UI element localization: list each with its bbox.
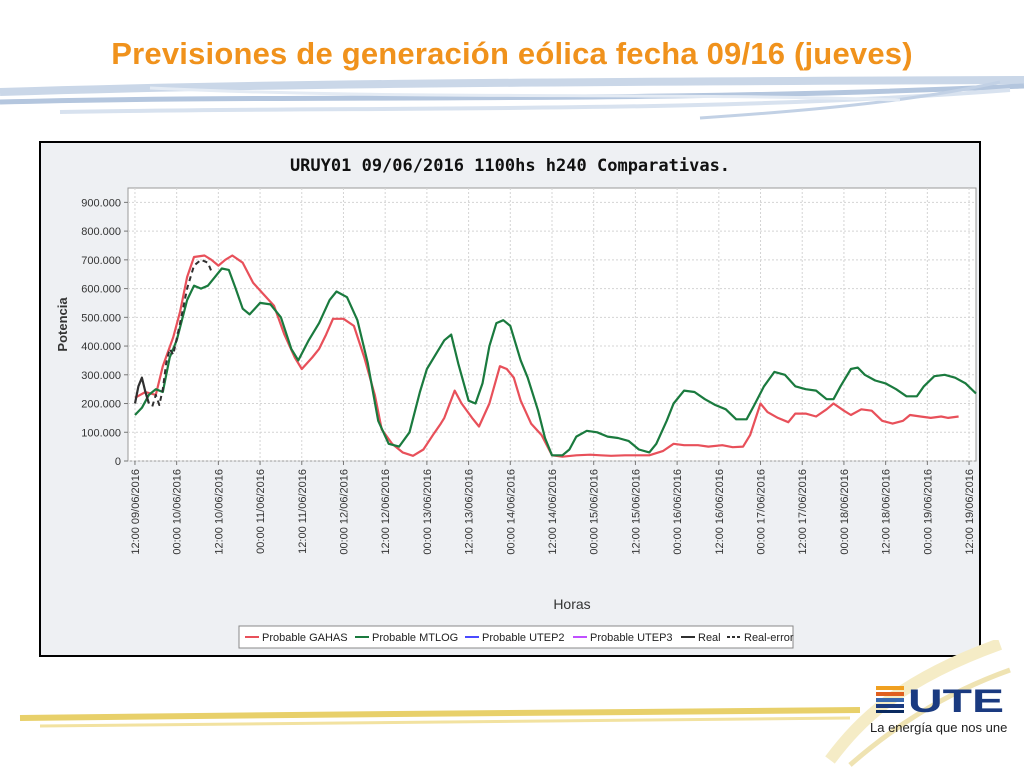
slide-title: Previsiones de generación eólica fecha 0… — [111, 36, 913, 71]
y-axis-title: Potencia — [55, 297, 70, 352]
series-line-probable-gahas — [134, 254, 959, 458]
legend-label-probable-utep3: Probable UTEP3 — [590, 632, 673, 644]
legend-label-real-error: Real-error — [744, 632, 794, 644]
legend-box — [238, 625, 794, 649]
x-axis-title: Horas — [553, 596, 590, 612]
legend-label-probable-mtlog: Probable MTLOG — [372, 632, 458, 644]
y-tick-label: 700.000 — [81, 255, 121, 267]
x-tick-label: 12:00 13/06/2016 — [464, 469, 476, 555]
logo-text: UTE — [908, 684, 1004, 714]
x-tick-label: 00:00 12/06/2016 — [338, 469, 350, 555]
x-tick-label: 00:00 19/06/2016 — [922, 469, 934, 555]
chart-legend: Probable GAHAS Probable MTLOG Probable UTE… — [238, 625, 794, 649]
series-line-real-error — [151, 258, 213, 407]
x-tick-label: 12:00 18/06/2016 — [881, 469, 893, 555]
x-tick-label: 12:00 17/06/2016 — [797, 469, 809, 555]
chart-panel: URUY01 09/06/2016 1100hs h240 Comparativ… — [39, 141, 981, 657]
x-tick-label: 12:00 15/06/2016 — [630, 469, 642, 555]
x-tick-label: 12:00 19/06/2016 — [964, 469, 976, 555]
legend-label-real: Real — [698, 632, 721, 644]
x-tick-label: 00:00 16/06/2016 — [672, 469, 684, 555]
x-tick-label: 12:00 16/06/2016 — [714, 469, 726, 555]
x-tick-label: 12:00 12/06/2016 — [380, 469, 392, 555]
y-tick-label: 900.000 — [81, 197, 121, 209]
x-tick-label: 00:00 13/06/2016 — [422, 469, 434, 555]
x-tick-label: 12:00 14/06/2016 — [547, 469, 559, 555]
header-swoosh-decoration — [0, 76, 1024, 120]
x-tick-label: 00:00 18/06/2016 — [839, 469, 851, 555]
footer-swoosh-decoration — [19, 640, 1011, 767]
x-tick-label: 00:00 14/06/2016 — [505, 469, 517, 555]
series-line-probable-mtlog — [134, 267, 977, 457]
y-tick-label: 800.000 — [81, 226, 121, 238]
y-tick-label: 400.000 — [81, 341, 121, 353]
x-tick-label: 00:00 10/06/2016 — [172, 469, 184, 555]
x-tick-label: 12:00 10/06/2016 — [213, 469, 225, 555]
legend-label-probable-utep2: Probable UTEP2 — [482, 632, 565, 644]
logo-stripes-icon — [876, 686, 904, 713]
legend-label-probable-gahas: Probable GAHAS — [262, 632, 348, 644]
x-tick-label: 12:00 09/06/2016 — [130, 469, 142, 555]
y-tick-label: 100.000 — [81, 427, 121, 439]
x-tick-label: 00:00 17/06/2016 — [756, 469, 768, 555]
x-tick-label: 12:00 11/06/2016 — [297, 469, 309, 554]
x-tick-label: 00:00 11/06/2016 — [255, 469, 267, 554]
x-tick-label: 00:00 15/06/2016 — [589, 469, 601, 555]
line-chart: URUY01 09/06/2016 1100hs h240 Comparativ… — [41, 143, 979, 655]
y-tick-label: 200.000 — [81, 399, 121, 411]
y-tick-label: 500.000 — [81, 312, 121, 324]
y-tick-label: 300.000 — [81, 370, 121, 382]
y-tick-label: 600.000 — [81, 284, 121, 296]
chart-title: URUY01 09/06/2016 1100hs h240 Comparativ… — [290, 156, 730, 176]
series-line-real — [133, 376, 150, 404]
slogan: La energía que nos une — [870, 720, 1008, 735]
y-tick-label: 0 — [115, 456, 121, 468]
ute-logo: UTE — [876, 683, 1006, 719]
